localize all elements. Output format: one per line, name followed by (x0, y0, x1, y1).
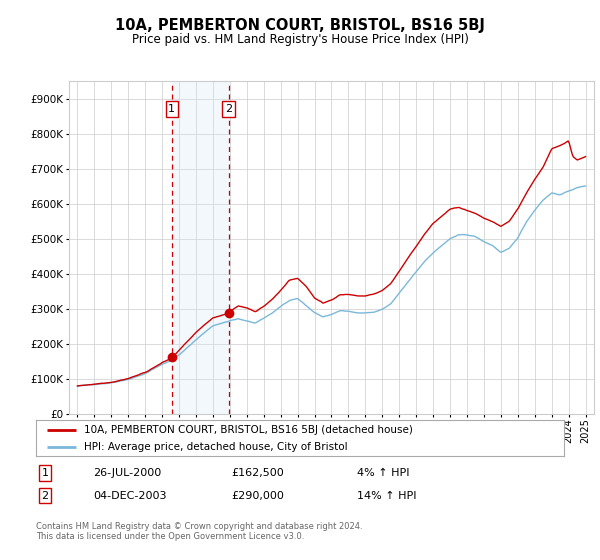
Text: 26-JUL-2000: 26-JUL-2000 (93, 468, 161, 478)
Text: 2: 2 (225, 104, 232, 114)
Text: £162,500: £162,500 (231, 468, 284, 478)
Text: 14% ↑ HPI: 14% ↑ HPI (357, 491, 416, 501)
Bar (172, 81, 229, 414)
Text: 1: 1 (168, 104, 175, 114)
Text: 04-DEC-2003: 04-DEC-2003 (93, 491, 167, 501)
Text: HPI: Average price, detached house, City of Bristol: HPI: Average price, detached house, City… (83, 442, 347, 451)
Text: 4% ↑ HPI: 4% ↑ HPI (357, 468, 409, 478)
Text: Contains HM Land Registry data © Crown copyright and database right 2024.
This d: Contains HM Land Registry data © Crown c… (36, 522, 362, 542)
Text: 10A, PEMBERTON COURT, BRISTOL, BS16 5BJ (detached house): 10A, PEMBERTON COURT, BRISTOL, BS16 5BJ … (83, 425, 412, 435)
Text: 2: 2 (41, 491, 49, 501)
Text: £290,000: £290,000 (231, 491, 284, 501)
Text: 1: 1 (41, 468, 49, 478)
Text: Price paid vs. HM Land Registry's House Price Index (HPI): Price paid vs. HM Land Registry's House … (131, 32, 469, 46)
Text: 10A, PEMBERTON COURT, BRISTOL, BS16 5BJ: 10A, PEMBERTON COURT, BRISTOL, BS16 5BJ (115, 18, 485, 32)
